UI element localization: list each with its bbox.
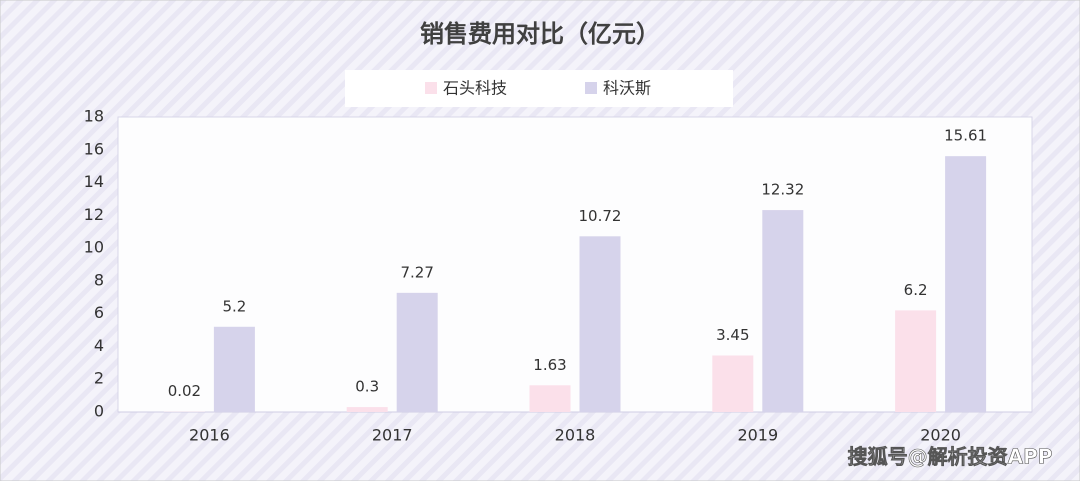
y-tick-label: 16 [84, 139, 104, 158]
x-tick-label: 2017 [372, 426, 413, 445]
value-label: 5.2 [222, 297, 246, 315]
x-tick-label: 2019 [737, 426, 778, 445]
bar [895, 310, 937, 412]
y-tick-label: 6 [94, 303, 104, 322]
bar [712, 355, 754, 412]
legend-swatch [585, 82, 597, 94]
value-label: 0.02 [168, 382, 201, 400]
legend-swatch [425, 82, 437, 94]
legend-label: 石头科技 [443, 79, 507, 98]
x-tick-label: 2016 [189, 426, 230, 445]
value-label: 12.32 [761, 181, 804, 199]
x-tick-label: 2018 [555, 426, 596, 445]
legend-box [345, 70, 733, 107]
y-tick-label: 2 [94, 369, 104, 388]
bar [529, 385, 571, 412]
plot-area [117, 116, 1033, 413]
x-tick-label: 2020 [920, 426, 961, 445]
y-tick-label: 4 [94, 336, 104, 355]
value-label: 1.63 [533, 356, 566, 374]
legend-label: 科沃斯 [603, 79, 651, 98]
value-label: 0.3 [355, 378, 379, 396]
watermark: 搜狐号@解析投资APP [848, 445, 1053, 469]
y-tick-label: 0 [94, 402, 104, 421]
value-label: 6.2 [904, 281, 928, 299]
y-tick-label: 18 [84, 107, 104, 126]
value-label: 3.45 [716, 326, 749, 344]
bar [346, 407, 388, 412]
bar [579, 236, 621, 412]
value-label: 10.72 [579, 207, 622, 225]
y-tick-label: 12 [84, 205, 104, 224]
bar [396, 292, 438, 412]
chart-title: 销售费用对比（亿元） [420, 20, 660, 48]
bar [762, 210, 804, 412]
bar [213, 326, 255, 412]
y-tick-label: 10 [84, 238, 104, 257]
y-tick-label: 14 [84, 172, 104, 191]
y-tick-label: 8 [94, 270, 104, 289]
bar [945, 156, 987, 412]
value-label: 7.27 [400, 263, 433, 281]
value-label: 15.61 [944, 127, 987, 145]
